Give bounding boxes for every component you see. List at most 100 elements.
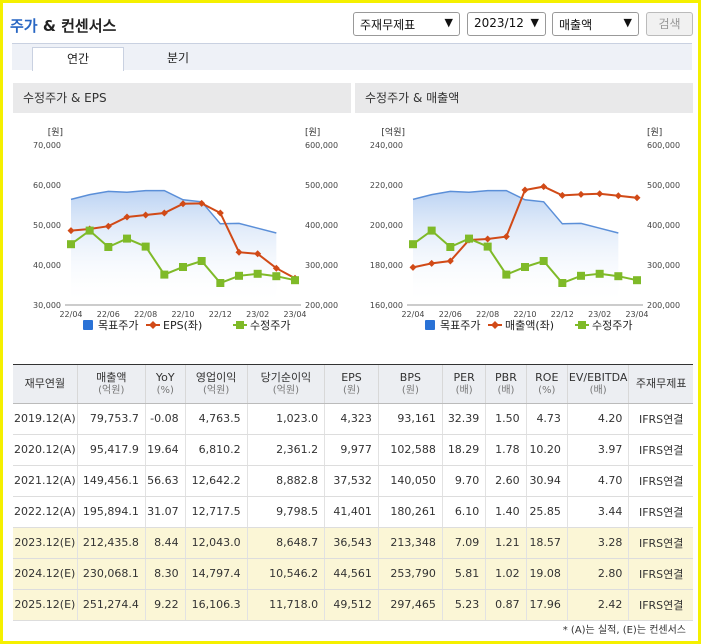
column-header: ROE (%)	[526, 365, 568, 404]
price-point	[465, 234, 473, 243]
period-select[interactable]: 2023/12 ▼	[467, 12, 546, 36]
left-tick-label: 30,000	[33, 301, 61, 310]
metric-point	[577, 190, 585, 198]
metric-value: 매출액	[559, 18, 593, 32]
table-top-border	[13, 364, 693, 365]
table-cell: 4,323	[324, 403, 379, 435]
x-tick-label: 22/10	[513, 310, 536, 319]
table-cell: 4.20	[567, 403, 630, 435]
title-main: 주가	[10, 17, 38, 35]
column-header-label: ROE	[535, 370, 559, 384]
legend-label: 목표주가	[98, 319, 138, 332]
period-tabs: 연간 분기	[12, 43, 692, 71]
column-header-unit: (%)	[538, 384, 556, 396]
sales-price-chart: [억원] [원] 240,000 220,000 200,000 180,000 160,0…	[370, 126, 680, 332]
statement-type-select[interactable]: 주재무제표 ▼	[353, 12, 460, 36]
x-tick-label: 22/08	[476, 310, 499, 319]
metric-point	[142, 211, 150, 219]
table-cell: 102,588	[378, 434, 443, 466]
left-tick-label: 50,000	[33, 221, 61, 230]
legend-swatch	[83, 320, 93, 330]
metric-point	[198, 199, 206, 207]
table-header-row: 재무연월 매출액 (억원) YoY (%) 영업이익 (억원) 당기순이익 (억원) EPS (원)…	[13, 365, 693, 404]
x-tick-label: 23/02	[588, 310, 611, 319]
legend-swatch-marker	[578, 321, 586, 329]
metric-select[interactable]: 매출액 ▼	[552, 12, 639, 36]
tab-annual[interactable]: 연간	[32, 47, 124, 71]
table-cell: 4.70	[567, 465, 630, 497]
column-header: PER (배)	[442, 365, 487, 404]
table-cell: 37,532	[324, 465, 379, 497]
table-cell: 2.60	[485, 465, 527, 497]
table-cell: 9.70	[442, 465, 487, 497]
column-header: 주재무제표	[628, 365, 693, 404]
row-label: 2024.12(E)	[13, 558, 78, 590]
legend-swatch-marker	[491, 321, 499, 329]
table-cell: IFRS연결	[628, 465, 693, 497]
table-cell: 9,798.5	[247, 496, 326, 528]
x-tick-label: 22/10	[171, 310, 194, 319]
metric-point	[521, 186, 529, 194]
table-cell: 6.10	[442, 496, 487, 528]
column-header: 매출액 (억원)	[77, 365, 146, 404]
table-cell: 95,417.9	[77, 434, 146, 466]
table-cell: IFRS연결	[628, 403, 693, 435]
right-tick-label: 500,000	[647, 181, 680, 190]
table-cell: 8.44	[145, 527, 186, 559]
price-point	[197, 257, 206, 265]
table-cell: IFRS연결	[628, 496, 693, 528]
row-label: 2020.12(A)	[13, 434, 78, 466]
column-header-label: EPS	[341, 370, 362, 384]
right-tick-label: 200,000	[647, 301, 680, 310]
tab-quarterly[interactable]: 분기	[166, 51, 190, 65]
x-tick-label: 23/04	[625, 310, 648, 319]
metric-point	[540, 183, 548, 191]
column-header-label: 재무연월	[24, 377, 66, 391]
column-header-unit: (%)	[156, 384, 174, 396]
price-point	[446, 243, 455, 251]
x-tick-label: 23/02	[246, 310, 269, 319]
chevron-down-icon: ▼	[623, 16, 632, 29]
price-point	[539, 257, 548, 265]
table-cell: 16,106.3	[185, 589, 248, 621]
x-tick-label: 22/12	[551, 310, 574, 319]
table-cell: IFRS연결	[628, 434, 693, 466]
price-point	[577, 271, 585, 280]
price-point	[427, 226, 436, 235]
price-point	[253, 269, 262, 278]
table-cell: 10.20	[526, 434, 568, 466]
table-cell: 213,348	[378, 527, 443, 559]
column-header: EV/EBITDA (배)	[567, 365, 630, 404]
metric-point	[446, 257, 454, 265]
table-row: 2022.12(A) 195,894.1 31.07 12,717.5 9,798.5 4…	[13, 496, 693, 528]
left-tick-label: 60,000	[33, 181, 61, 190]
legend-label: 목표주가	[440, 319, 480, 332]
column-header-label: EV/EBITDA	[568, 370, 628, 384]
price-point	[160, 270, 169, 279]
eps-price-chart: [원] [원] 70,000 60,000 50,000 40,000 30,000 600,…	[33, 127, 338, 332]
table-cell: 4,763.5	[185, 403, 248, 435]
column-header-unit: (배)	[589, 384, 607, 396]
column-header: EPS (원)	[324, 365, 379, 404]
right-chart-title: 수정주가 & 매출액	[355, 83, 693, 113]
column-header-label: PER	[453, 370, 475, 384]
left-tick-label: 240,000	[370, 141, 403, 150]
table-row: 2023.12(E) 212,435.8 8.44 12,043.0 8,648.7 36…	[13, 527, 693, 559]
column-header-unit: (억원)	[203, 384, 230, 396]
right-tick-label: 400,000	[647, 221, 680, 230]
metric-point	[104, 222, 112, 230]
left-tick-label: 70,000	[33, 141, 61, 150]
left-tick-label: 180,000	[370, 261, 403, 270]
metric-point	[123, 213, 131, 221]
title-rest: & 컨센서스	[37, 17, 117, 35]
column-header-label: YoY	[155, 370, 175, 384]
table-cell: 12,642.2	[185, 465, 248, 497]
table-cell: 17.96	[526, 589, 568, 621]
search-button[interactable]: 검색	[646, 12, 693, 36]
column-header-unit: (억원)	[272, 384, 299, 396]
x-tick-label: 22/04	[59, 310, 82, 319]
table-cell: 19.08	[526, 558, 568, 590]
table-cell: 7.09	[442, 527, 487, 559]
table-body: 2019.12(A) 79,753.7 -0.08 4,763.5 1,023.0 4,3…	[13, 403, 693, 621]
